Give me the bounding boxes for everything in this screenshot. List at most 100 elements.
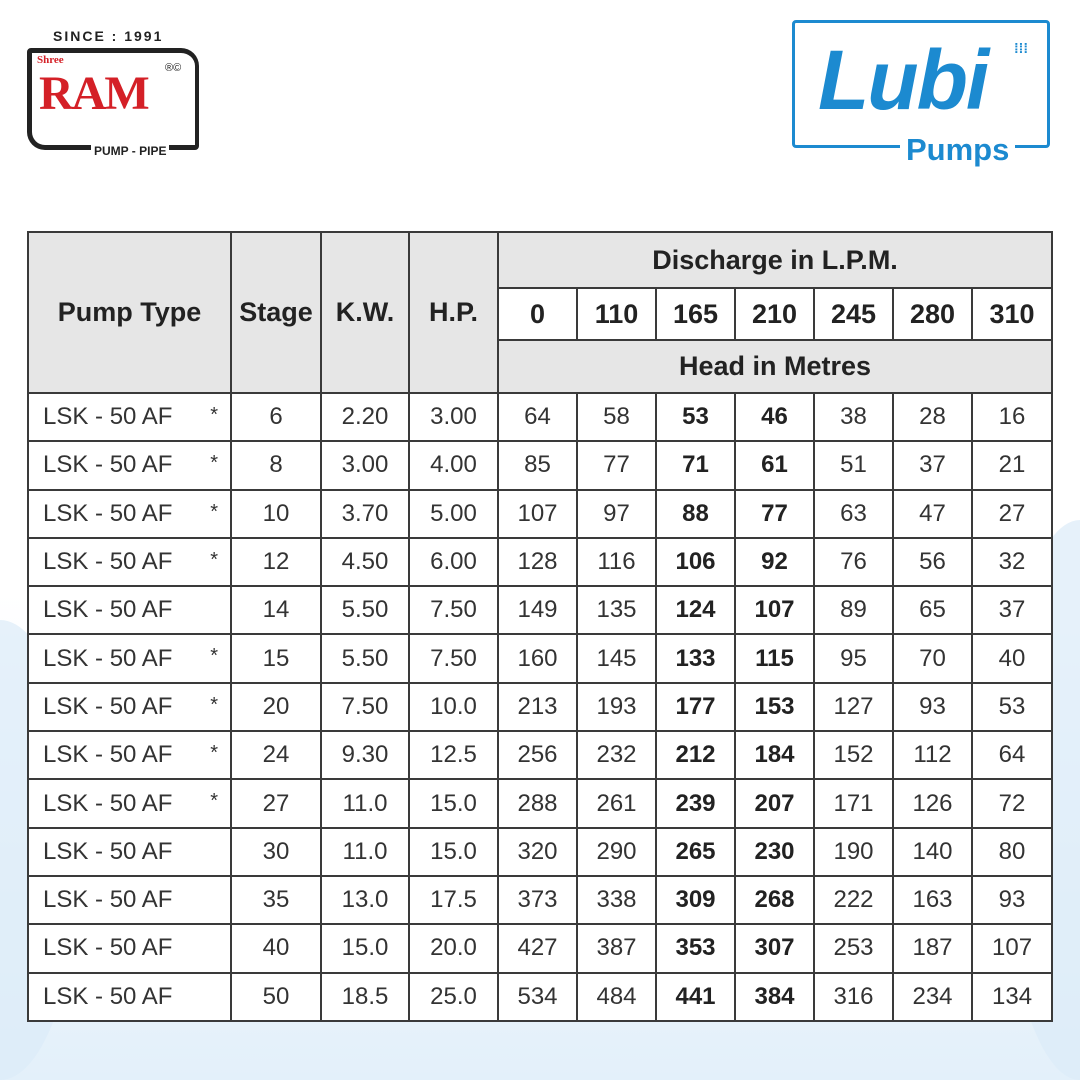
header-flow-280: 280 <box>892 287 973 341</box>
cell-head: 427 <box>497 923 578 974</box>
cell-head: 77 <box>734 488 815 539</box>
cell-head: 71 <box>655 440 736 491</box>
header-flow-165: 165 <box>655 287 736 341</box>
cell-head: 153 <box>734 681 815 733</box>
cell-head: 338 <box>576 874 657 926</box>
table-row: LSK - 50 AF * 10 3.70 5.00 107 97 88 77 63 47 27 <box>27 488 1054 539</box>
pump-type-label: LSK - 50 AF <box>43 403 173 431</box>
cell-head: 38 <box>813 391 894 443</box>
ram-logo: SINCE : 1991 Shree RAM ®© PUMP - PIPE <box>25 28 205 158</box>
cell-pump-type: LSK - 50 AF <box>27 826 232 877</box>
cell-head: 160 <box>497 633 578 684</box>
asterisk-note: * <box>210 742 218 765</box>
cell-kw: 3.00 <box>320 440 410 491</box>
cell-head: 106 <box>655 536 736 588</box>
cell-head: 534 <box>497 971 578 1022</box>
header-flow-245: 245 <box>813 287 894 341</box>
cell-kw: 9.30 <box>320 730 410 781</box>
cell-stage: 12 <box>230 536 322 588</box>
cell-stage: 40 <box>230 923 322 974</box>
header-discharge: Discharge in L.P.M. <box>496 231 1054 289</box>
table-row: LSK - 50 AF 35 13.0 17.5 373 338 309 268 222 163 9… <box>27 874 1054 926</box>
cell-stage: 30 <box>230 826 322 877</box>
pump-type-label: LSK - 50 AF <box>43 596 173 624</box>
pump-type-label: LSK - 50 AF <box>43 982 173 1010</box>
cell-kw: 15.0 <box>320 923 410 974</box>
asterisk-note: * <box>210 548 218 571</box>
cell-head: 353 <box>655 923 736 974</box>
cell-pump-type: LSK - 50 AF * <box>27 633 232 684</box>
cell-head: 27 <box>970 488 1054 539</box>
cell-head: 107 <box>497 488 578 539</box>
ram-shree: Shree <box>37 54 64 66</box>
ram-wordmark: RAM <box>39 67 150 120</box>
table-row: LSK - 50 AF 50 18.5 25.0 534 484 441 384 316 234 1… <box>27 971 1054 1022</box>
cell-head: 190 <box>813 826 894 877</box>
cell-pump-type: LSK - 50 AF * <box>27 681 232 733</box>
asterisk-note: * <box>210 693 218 716</box>
cell-pump-type: LSK - 50 AF * <box>27 536 232 588</box>
cell-head: 64 <box>970 730 1054 781</box>
cell-head: 290 <box>576 826 657 877</box>
cell-head: 16 <box>970 391 1054 443</box>
cell-head: 441 <box>655 971 736 1022</box>
cell-hp: 17.5 <box>408 874 499 926</box>
table-row: LSK - 50 AF * 24 9.30 12.5 256 232 212 184 152 112… <box>27 730 1054 781</box>
cell-hp: 20.0 <box>408 923 499 974</box>
cell-hp: 5.00 <box>408 488 499 539</box>
pump-type-label: LSK - 50 AF <box>43 692 173 720</box>
cell-pump-type: LSK - 50 AF * <box>27 778 232 829</box>
header-hp: H.P. <box>408 231 499 394</box>
cell-kw: 13.0 <box>320 874 410 926</box>
cell-head: 320 <box>497 826 578 877</box>
cell-head: 77 <box>576 440 657 491</box>
cell-head: 107 <box>970 923 1054 974</box>
cell-stage: 35 <box>230 874 322 926</box>
cell-head: 222 <box>813 874 894 926</box>
cell-head: 116 <box>576 536 657 588</box>
table-row: LSK - 50 AF 40 15.0 20.0 427 387 353 307 253 187 1… <box>27 923 1054 974</box>
cell-head: 95 <box>813 633 894 684</box>
cell-head: 213 <box>497 681 578 733</box>
cell-head: 134 <box>970 971 1054 1022</box>
cell-head: 307 <box>734 923 815 974</box>
cell-head: 92 <box>734 536 815 588</box>
cell-head: 72 <box>970 778 1054 829</box>
cell-stage: 6 <box>230 391 322 443</box>
cell-head: 37 <box>970 585 1054 636</box>
cell-head: 484 <box>576 971 657 1022</box>
header-flow-110: 110 <box>576 287 657 341</box>
cell-head: 145 <box>576 633 657 684</box>
cell-head: 133 <box>655 633 736 684</box>
header-flow-0: 0 <box>497 287 578 341</box>
cell-head: 149 <box>497 585 578 636</box>
cell-stage: 50 <box>230 971 322 1022</box>
cell-head: 40 <box>970 633 1054 684</box>
lubi-tagline: Pumps <box>900 132 1016 168</box>
cell-pump-type: LSK - 50 AF * <box>27 730 232 781</box>
cell-kw: 5.50 <box>320 633 410 684</box>
cell-head: 373 <box>497 874 578 926</box>
cell-head: 253 <box>813 923 894 974</box>
cell-kw: 4.50 <box>320 536 410 588</box>
cell-head: 53 <box>970 681 1054 733</box>
cell-head: 80 <box>970 826 1054 877</box>
cell-head: 239 <box>655 778 736 829</box>
cell-kw: 11.0 <box>320 826 410 877</box>
cell-head: 63 <box>813 488 894 539</box>
cell-head: 47 <box>892 488 973 539</box>
cell-head: 46 <box>734 391 815 443</box>
cell-pump-type: LSK - 50 AF <box>27 971 232 1022</box>
cell-head: 268 <box>734 874 815 926</box>
cell-head: 127 <box>813 681 894 733</box>
cell-stage: 20 <box>230 681 322 733</box>
cell-head: 193 <box>576 681 657 733</box>
cell-kw: 11.0 <box>320 778 410 829</box>
cell-stage: 14 <box>230 585 322 636</box>
cell-head: 93 <box>892 681 973 733</box>
cell-kw: 7.50 <box>320 681 410 733</box>
cell-head: 230 <box>734 826 815 877</box>
cell-pump-type: LSK - 50 AF <box>27 585 232 636</box>
cell-head: 212 <box>655 730 736 781</box>
pump-performance-table: Pump Type Stage K.W. H.P. Discharge in L… <box>27 231 1054 1022</box>
